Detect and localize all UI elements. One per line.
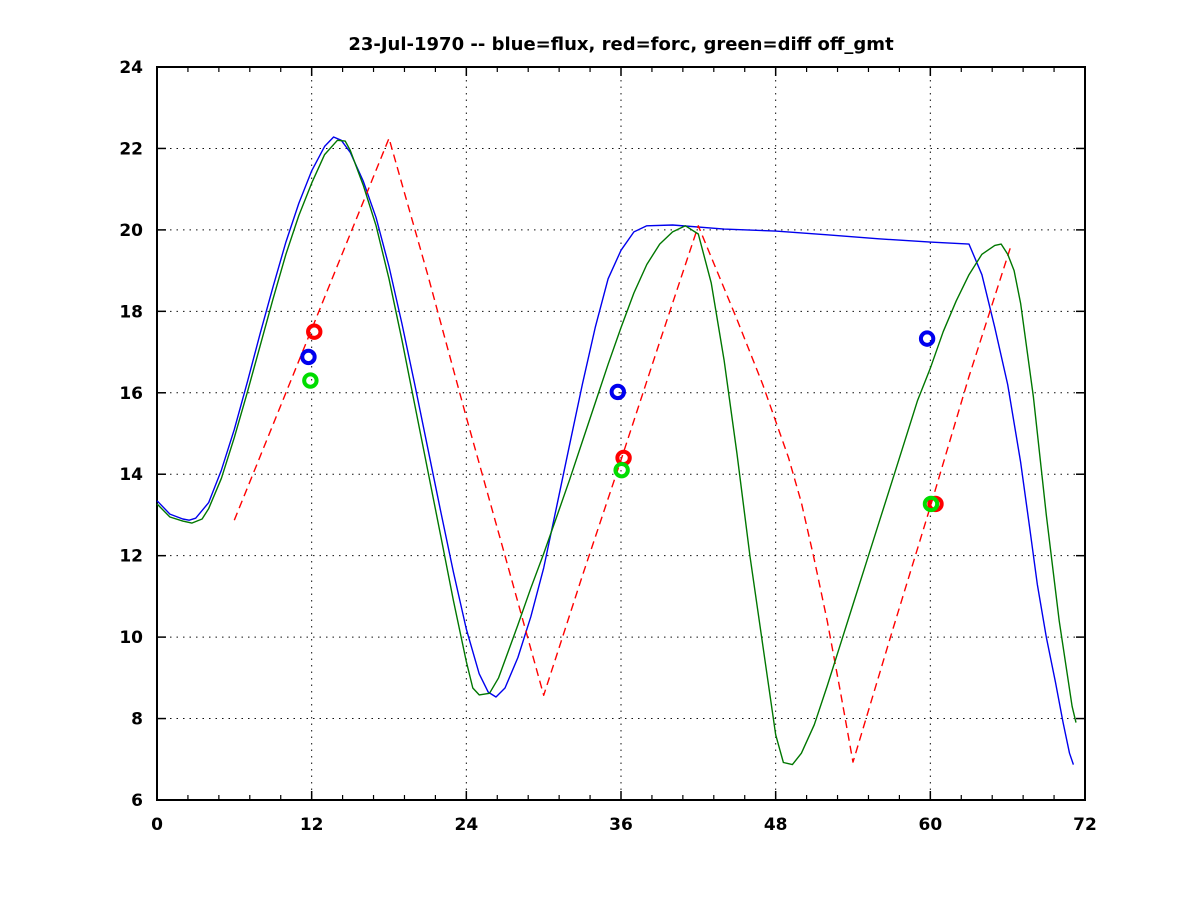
x-tick-label: 48 [764,815,788,835]
plot-box [156,66,1086,801]
diff-marker [922,495,940,513]
flux-marker [300,348,317,366]
y-tick-label: 20 [119,221,143,241]
diff-line [156,139,1077,766]
flux-marker [609,383,626,401]
y-tick-label: 24 [119,58,143,78]
x-tick-label: 72 [1073,815,1097,835]
y-tick-label: 8 [131,710,143,730]
y-tick-label: 10 [119,628,143,648]
forc-marker [306,323,323,340]
y-tick-label: 22 [119,139,143,159]
y-tick-label: 12 [119,547,143,567]
x-tick-label: 60 [918,815,942,835]
x-tick-label: 24 [454,815,478,835]
diff-marker [302,372,319,389]
x-tick-label: 36 [609,815,633,835]
forc-line [233,137,1011,763]
chart-title: 23-Jul-1970 -- blue=flux, red=forc, gree… [348,34,894,55]
y-tick-label: 6 [131,791,143,811]
flux-line [156,136,1075,765]
x-tick-label: 12 [300,815,324,835]
y-tick-label: 14 [119,465,143,485]
y-tick-label: 16 [119,384,143,404]
diff-marker [613,461,630,479]
flux-marker [918,330,936,347]
x-tick-label: 0 [151,815,163,835]
y-tick-label: 18 [119,302,143,322]
